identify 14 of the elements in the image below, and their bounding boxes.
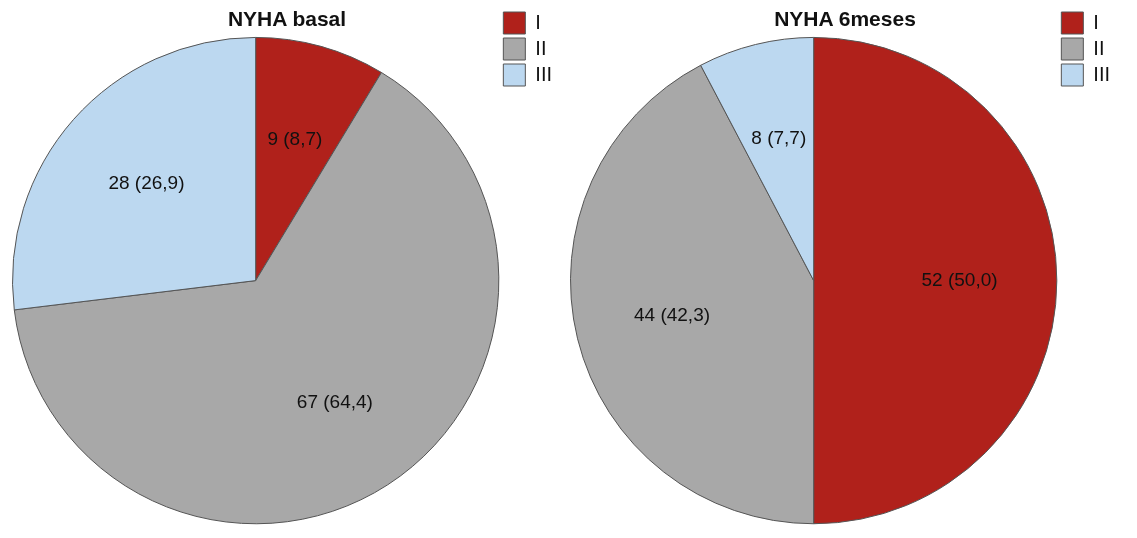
data-label: 44 (42,3) [633,303,711,325]
legend-label: II [535,36,547,59]
data-label: 8 (7,7) [751,127,807,149]
legend-label: I [535,10,541,33]
data-label: 67 (64,4) [296,391,373,413]
data-label: 28 (26,9) [108,172,185,194]
data-label: 9 (8,7) [267,128,323,150]
legend-label: I [1093,10,1099,33]
legend-label: II [1093,36,1105,59]
legend-label: III [535,62,552,85]
legend-label: III [1093,62,1110,85]
chart-title: NYHA 6meses [774,7,916,31]
chart-title: NYHA basal [227,7,347,31]
data-label: 52 (50,0) [921,268,998,290]
